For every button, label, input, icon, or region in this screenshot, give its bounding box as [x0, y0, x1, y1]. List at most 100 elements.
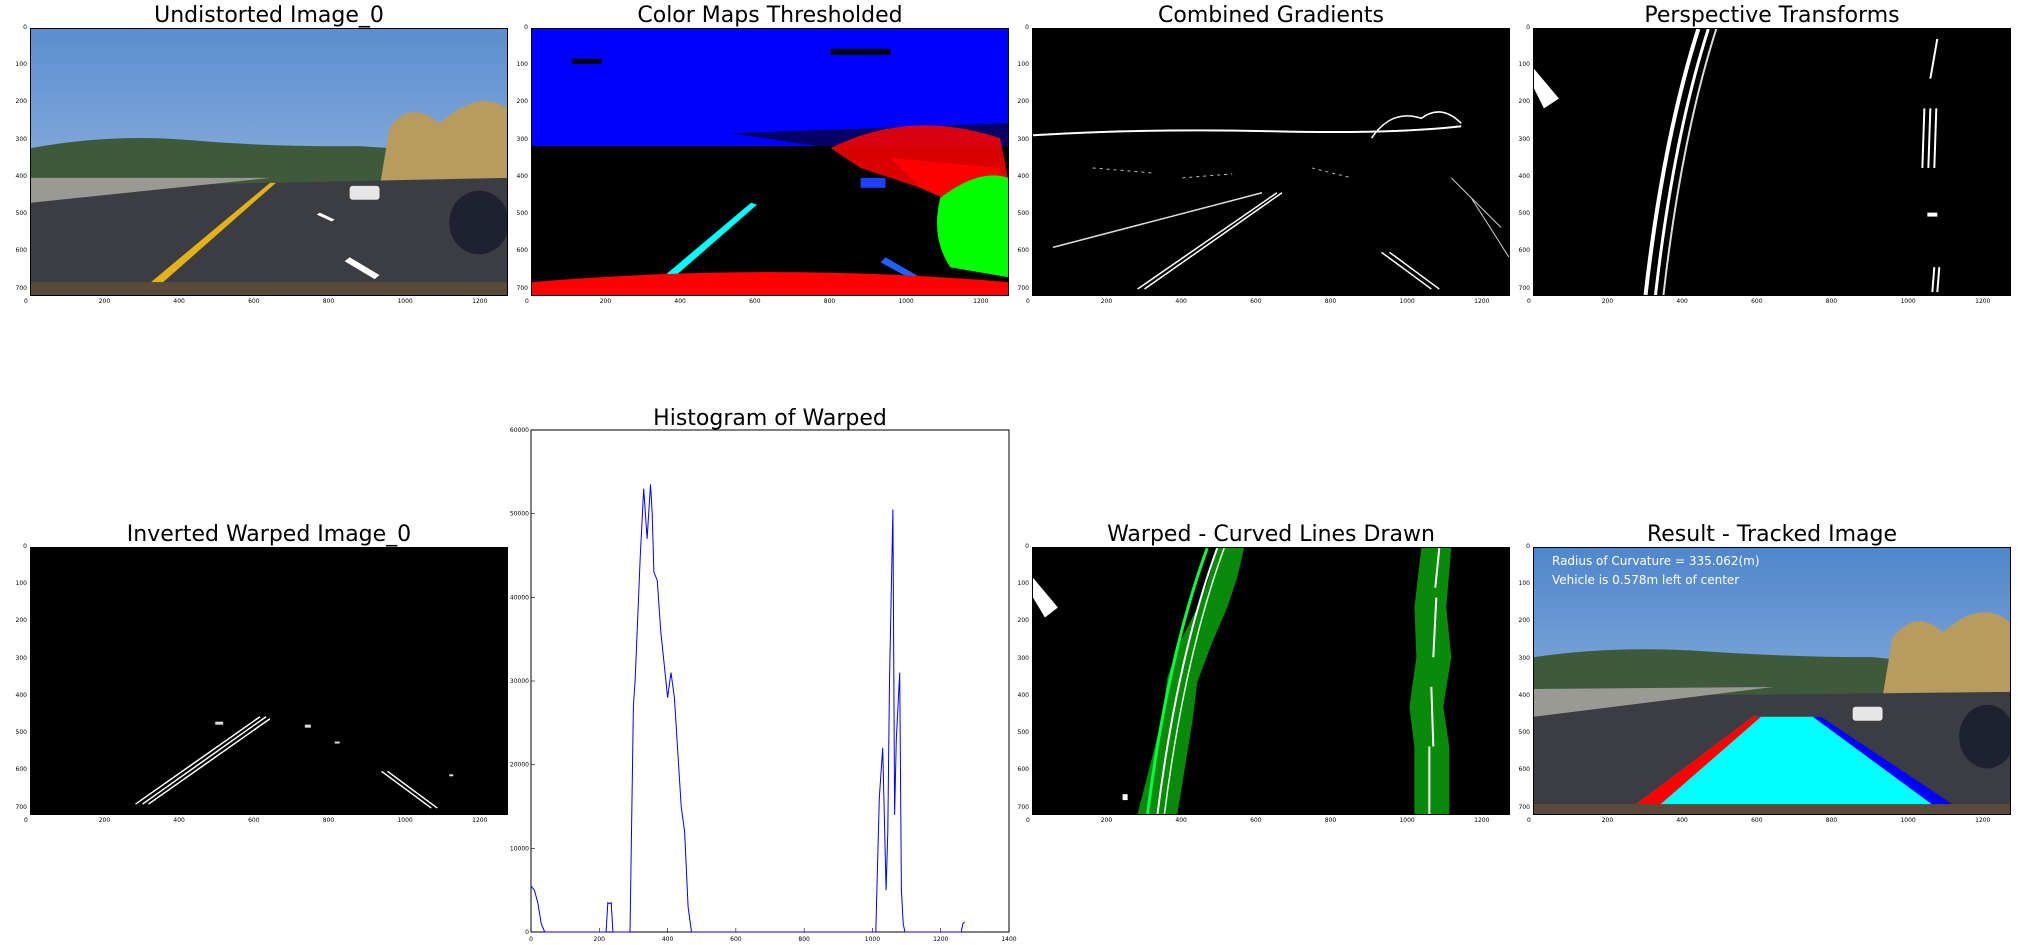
- x-tick-label: 0: [1527, 817, 1531, 824]
- x-tick-label: 1200: [472, 817, 488, 824]
- y-tick-label: 500: [516, 210, 528, 218]
- color-threshold-image: [531, 28, 1009, 296]
- road-photo: [30, 28, 508, 296]
- y-tick-label: 100: [1518, 61, 1530, 69]
- y-tick-label: 600: [1017, 766, 1029, 774]
- y-tick-label: 30000: [510, 678, 529, 685]
- histogram-series-line: [530, 484, 965, 933]
- panel-title: Warped - Curved Lines Drawn: [1107, 522, 1435, 547]
- x-tick-label: 0: [525, 298, 529, 305]
- y-tick-label: 300: [1518, 135, 1530, 143]
- y-tick-label: 0: [1025, 24, 1029, 31]
- y-tick-label: 400: [1518, 172, 1530, 180]
- x-tick-label: 1000: [1399, 817, 1415, 824]
- plot-frame: [530, 429, 1010, 933]
- x-tick-label: 1000: [865, 936, 880, 943]
- x-tick-label: 600: [730, 936, 742, 943]
- y-tick-label: 400: [1017, 172, 1029, 180]
- y-tick-label: 400: [15, 172, 27, 180]
- y-tick-label: 0: [23, 543, 27, 550]
- y-tick-label: 600: [516, 247, 528, 255]
- x-tick-label: 1200: [472, 298, 488, 305]
- y-tick-label: 400: [516, 172, 528, 180]
- x-tick-label: 600: [1250, 817, 1262, 824]
- y-tick-label: 700: [15, 284, 27, 292]
- x-tick-label: 200: [1100, 298, 1113, 305]
- x-tick-label: 0: [24, 298, 28, 305]
- y-tick-label: 200: [1518, 98, 1530, 106]
- y-tick-label: 60000: [510, 427, 529, 434]
- curvature-readout: Radius of Curvature = 335.062(m): [1552, 554, 1760, 568]
- y-tick-label: 0: [525, 929, 529, 936]
- x-tick-label: 1200: [1474, 298, 1490, 305]
- x-tick-label: 0: [1026, 298, 1030, 305]
- x-tick-label: 600: [1250, 298, 1262, 305]
- panel-title: Undistorted Image_0: [154, 3, 384, 28]
- y-tick-label: 500: [15, 729, 27, 737]
- y-tick-label: 100: [1017, 580, 1029, 588]
- y-tick-label: 100: [15, 580, 27, 588]
- x-tick-label: 0: [1026, 817, 1030, 824]
- panel-title: Result - Tracked Image: [1646, 522, 1898, 547]
- y-tick-label: 100: [516, 61, 528, 69]
- x-tick-label: 600: [1751, 298, 1763, 305]
- y-tick-label: 100: [1017, 61, 1029, 69]
- y-tick-label: 600: [15, 247, 27, 255]
- y-tick-label: 500: [1017, 210, 1029, 218]
- x-tick-label: 400: [662, 936, 674, 943]
- curved-lines-image: [1032, 547, 1510, 815]
- y-tick-label: 500: [15, 210, 27, 218]
- panel-title: Color Maps Thresholded: [637, 3, 903, 28]
- y-tick-label: 300: [1518, 654, 1530, 662]
- y-tick-label: 0: [1526, 543, 1530, 550]
- x-tick-label: 1000: [1900, 817, 1916, 824]
- x-tick-label: 1200: [1975, 817, 1991, 824]
- x-tick-label: 400: [674, 298, 686, 305]
- x-tick-label: 200: [98, 298, 111, 305]
- x-tick-label: 1200: [973, 298, 989, 305]
- x-tick-label: 0: [1527, 298, 1531, 305]
- x-tick-label: 600: [749, 298, 761, 305]
- y-tick-label: 200: [1518, 617, 1530, 625]
- vehicle-offset-readout: Vehicle is 0.578m left of center: [1552, 573, 1740, 587]
- x-tick-label: 400: [173, 817, 185, 824]
- panel-title: Perspective Transforms: [1644, 3, 1900, 28]
- y-tick-label: 300: [15, 654, 27, 662]
- y-tick-label: 700: [516, 284, 528, 292]
- x-tick-label: 600: [248, 298, 260, 305]
- y-tick-label: 200: [1017, 617, 1029, 625]
- y-tick-label: 10000: [510, 845, 529, 852]
- y-tick-label: 700: [1518, 803, 1530, 811]
- x-tick-label: 0: [24, 817, 28, 824]
- y-tick-label: 0: [1526, 24, 1530, 31]
- y-tick-label: 500: [1017, 729, 1029, 737]
- y-tick-label: 200: [516, 98, 528, 106]
- x-tick-label: 1200: [933, 936, 948, 943]
- x-tick-label: 200: [98, 817, 111, 824]
- x-tick-label: 200: [1601, 298, 1614, 305]
- x-tick-label: 200: [1100, 817, 1113, 824]
- x-tick-label: 200: [594, 936, 606, 943]
- y-tick-label: 300: [1017, 654, 1029, 662]
- y-tick-label: 700: [1017, 284, 1029, 292]
- y-tick-label: 700: [1017, 803, 1029, 811]
- x-tick-label: 800: [1324, 817, 1337, 824]
- y-tick-label: 0: [1025, 543, 1029, 550]
- x-tick-label: 600: [248, 817, 260, 824]
- x-tick-label: 200: [599, 298, 612, 305]
- y-tick-label: 200: [15, 98, 27, 106]
- warped-binary-image: [1533, 28, 2011, 296]
- y-tick-label: 700: [1518, 284, 1530, 292]
- y-tick-label: 40000: [510, 594, 529, 601]
- x-tick-label: 800: [823, 298, 836, 305]
- y-tick-label: 300: [15, 135, 27, 143]
- y-tick-label: 50000: [510, 511, 529, 518]
- x-tick-label: 200: [1601, 817, 1614, 824]
- x-tick-label: 800: [1324, 298, 1337, 305]
- y-tick-label: 0: [524, 24, 528, 31]
- gradient-image: [1032, 28, 1510, 296]
- x-tick-label: 800: [322, 298, 335, 305]
- y-tick-label: 400: [1518, 691, 1530, 699]
- x-tick-label: 1400: [1001, 936, 1016, 943]
- x-tick-label: 1200: [1474, 817, 1490, 824]
